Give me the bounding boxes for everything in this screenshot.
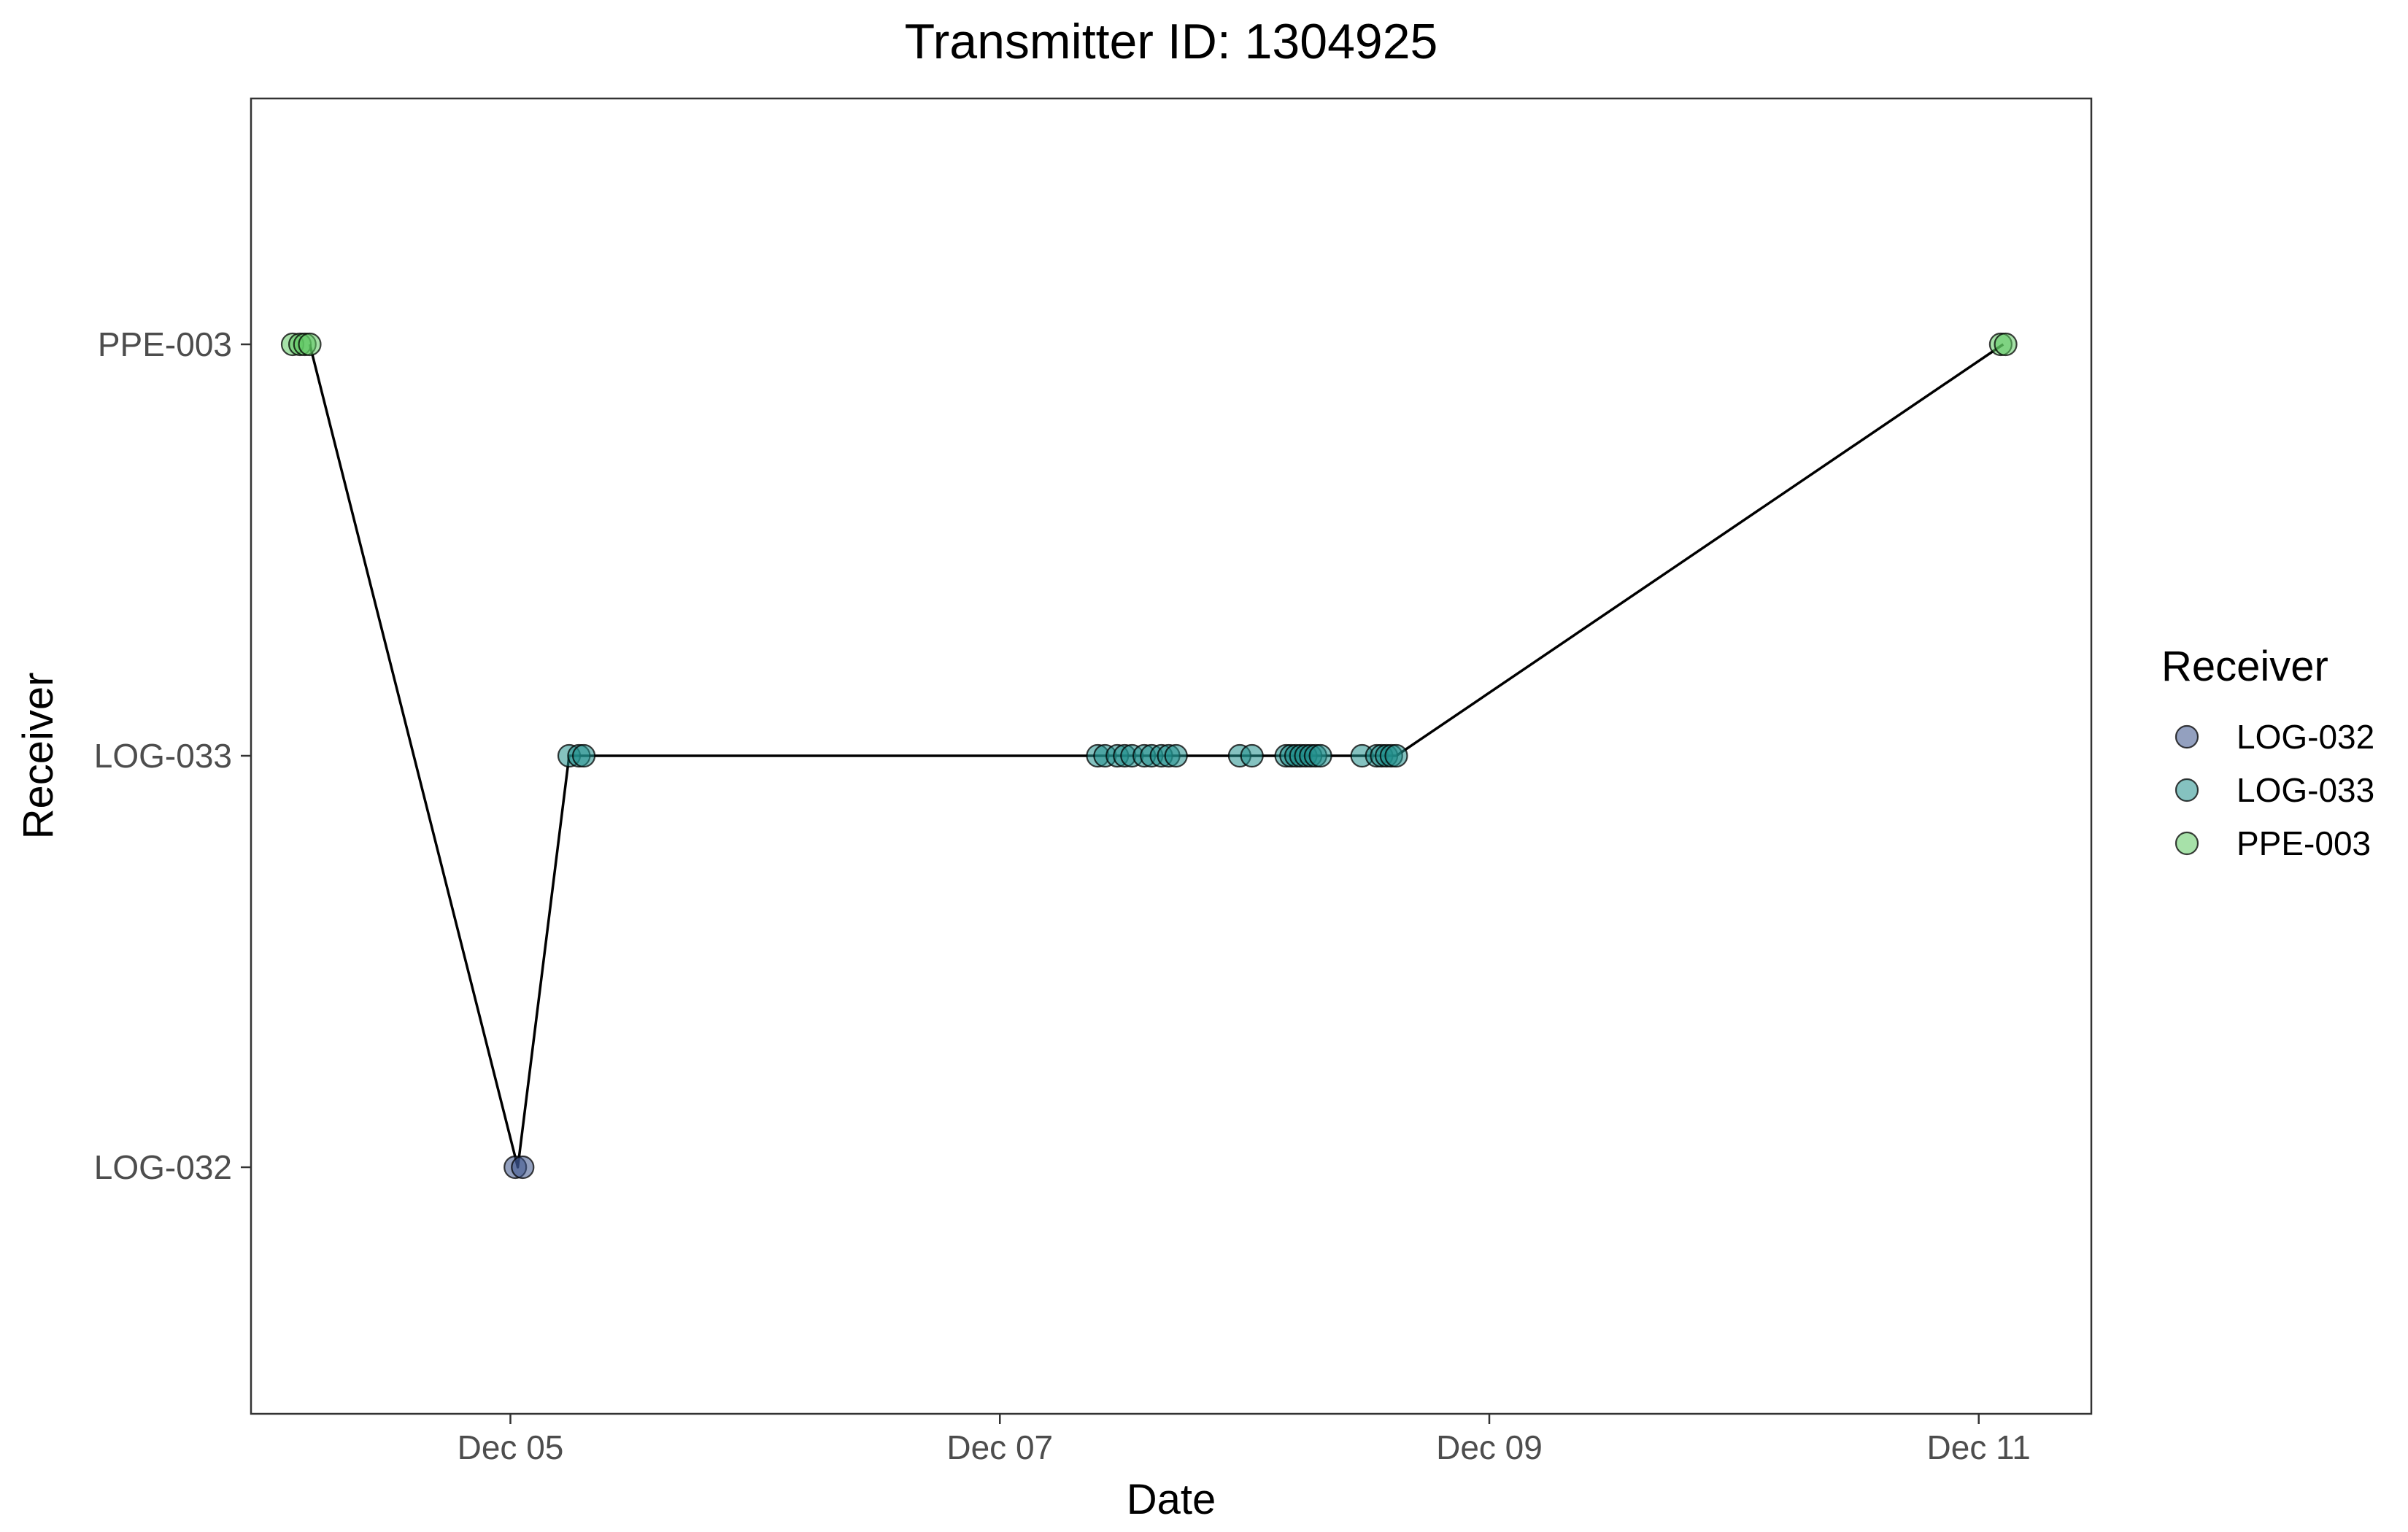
y-tick-label: LOG-032: [94, 1148, 232, 1186]
legend-title: Receiver: [2161, 643, 2328, 690]
legend-key: [2174, 831, 2199, 856]
legend-label: PPE-003: [2237, 824, 2371, 862]
legend-label: LOG-033: [2237, 771, 2374, 809]
detection-point: [1308, 743, 1332, 768]
y-tick-label: PPE-003: [98, 325, 232, 363]
detection-point: [1384, 743, 1408, 768]
detection-point: [1164, 743, 1188, 768]
chart-title: Transmitter ID: 1304925: [905, 14, 1438, 69]
detection-point: [1994, 332, 2018, 357]
y-axis: LOG-032 LOG-033 PPE-003: [94, 325, 251, 1186]
legend: Receiver LOG-032 LOG-033 PPE-003: [2161, 643, 2374, 862]
y-axis-title: Receiver: [15, 673, 62, 840]
detection-point: [298, 332, 322, 357]
legend-key: [2174, 778, 2199, 802]
x-tick-label: Dec 07: [946, 1428, 1053, 1466]
x-axis-title: Date: [1127, 1476, 1216, 1523]
detection-point: [571, 743, 596, 768]
detection-point: [1240, 743, 1264, 768]
x-tick-label: Dec 09: [1436, 1428, 1543, 1466]
x-axis: Dec 05 Dec 07 Dec 09 Dec 11: [458, 1414, 2031, 1466]
legend-label: LOG-032: [2237, 718, 2374, 756]
x-tick-label: Dec 11: [1927, 1428, 2031, 1466]
legend-key: [2174, 724, 2199, 749]
detection-points-layer: [280, 332, 2018, 1180]
legend-entries: LOG-032 LOG-033 PPE-003: [2174, 718, 2374, 862]
y-tick-label: LOG-033: [94, 737, 232, 775]
x-tick-label: Dec 05: [458, 1428, 564, 1466]
detection-point: [511, 1155, 535, 1180]
